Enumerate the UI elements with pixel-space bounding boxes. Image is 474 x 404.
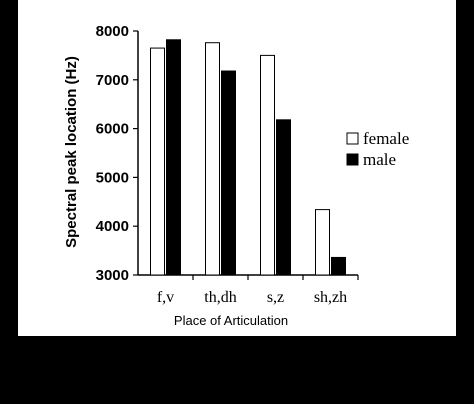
x-axis-title: Place of Articulation (174, 313, 288, 328)
bar-chart: Spectral peak location (Hz) Place of Art… (63, 23, 409, 328)
y-axis-title: Spectral peak location (Hz) (63, 56, 80, 248)
y-tick-label: 6000 (96, 121, 129, 138)
y-tick-label: 7000 (96, 72, 129, 89)
y-tick-label: 8000 (96, 23, 129, 40)
bar-female-4 (315, 209, 330, 276)
y-tick-label: 5000 (96, 169, 129, 186)
y-tick-label: 4000 (96, 218, 129, 235)
legend-label-female: female (363, 129, 409, 148)
legend-swatch-female (346, 132, 359, 145)
legend-label-male: male (363, 150, 396, 169)
bar-female-2 (205, 42, 220, 276)
y-tick-label: 3000 (96, 267, 129, 284)
bar-male-4 (331, 256, 346, 276)
bar-male-3 (276, 119, 291, 276)
legend: female male (346, 129, 409, 169)
figure-panel: Spectral peak location (Hz) Place of Art… (18, 0, 456, 336)
plot-area: 3000 4000 5000 6000 7000 8000 f,v th,dh s,z sh,zh (96, 23, 359, 306)
bar-male-2 (221, 70, 236, 276)
bar-female-3 (260, 54, 275, 276)
x-tick-label: s,z (267, 289, 284, 306)
bar-female-1 (150, 47, 165, 276)
x-tick-label: f,v (157, 289, 174, 306)
legend-swatch-male (346, 153, 359, 166)
bar-male-1 (166, 39, 181, 276)
x-tick-label: th,dh (204, 289, 236, 306)
x-tick-label: sh,zh (314, 289, 347, 306)
